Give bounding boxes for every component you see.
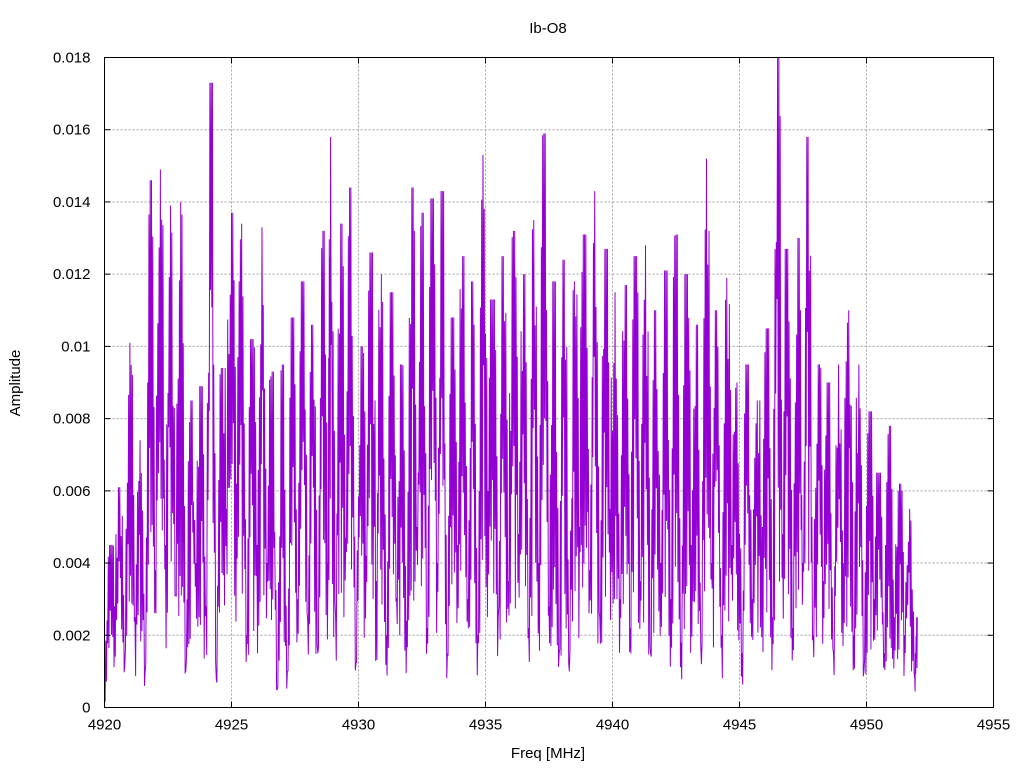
y-axis-label: Amplitude — [7, 350, 24, 417]
x-tick-label: 4945 — [723, 717, 756, 734]
chart-title: Ib-O8 — [529, 20, 567, 37]
x-tick-label: 4930 — [342, 717, 375, 734]
y-tick-label: 0.014 — [53, 194, 91, 211]
x-axis: 4920 4925 4930 4935 4940 4945 4950 4955 — [88, 57, 1010, 734]
y-tick-label: 0.008 — [53, 411, 91, 428]
x-axis-label: Freq [MHz] — [511, 745, 585, 762]
x-tick-label: 4925 — [215, 717, 248, 734]
series-layer — [104, 57, 918, 702]
y-tick-label: 0.016 — [53, 122, 91, 139]
y-tick-label: 0.006 — [53, 483, 91, 500]
y-tick-label: 0.01 — [61, 338, 90, 355]
y-axis: 0 0.002 0.004 0.006 0.008 0.01 0.012 0.014 0.016… — [53, 50, 994, 717]
y-tick-label: 0.004 — [53, 555, 91, 572]
y-tick-label: 0.018 — [53, 50, 91, 67]
y-tick-label: 0 — [82, 700, 90, 717]
y-tick-label: 0.002 — [53, 627, 91, 644]
plot-frame — [104, 57, 994, 708]
x-tick-label: 4935 — [469, 717, 502, 734]
series-line-amplitude — [104, 57, 918, 702]
y-tick-label: 0.012 — [53, 266, 91, 283]
x-tick-label: 4940 — [596, 717, 629, 734]
x-tick-label: 4955 — [977, 717, 1010, 734]
x-tick-label: 4920 — [88, 717, 121, 734]
x-tick-label: 4950 — [850, 717, 883, 734]
